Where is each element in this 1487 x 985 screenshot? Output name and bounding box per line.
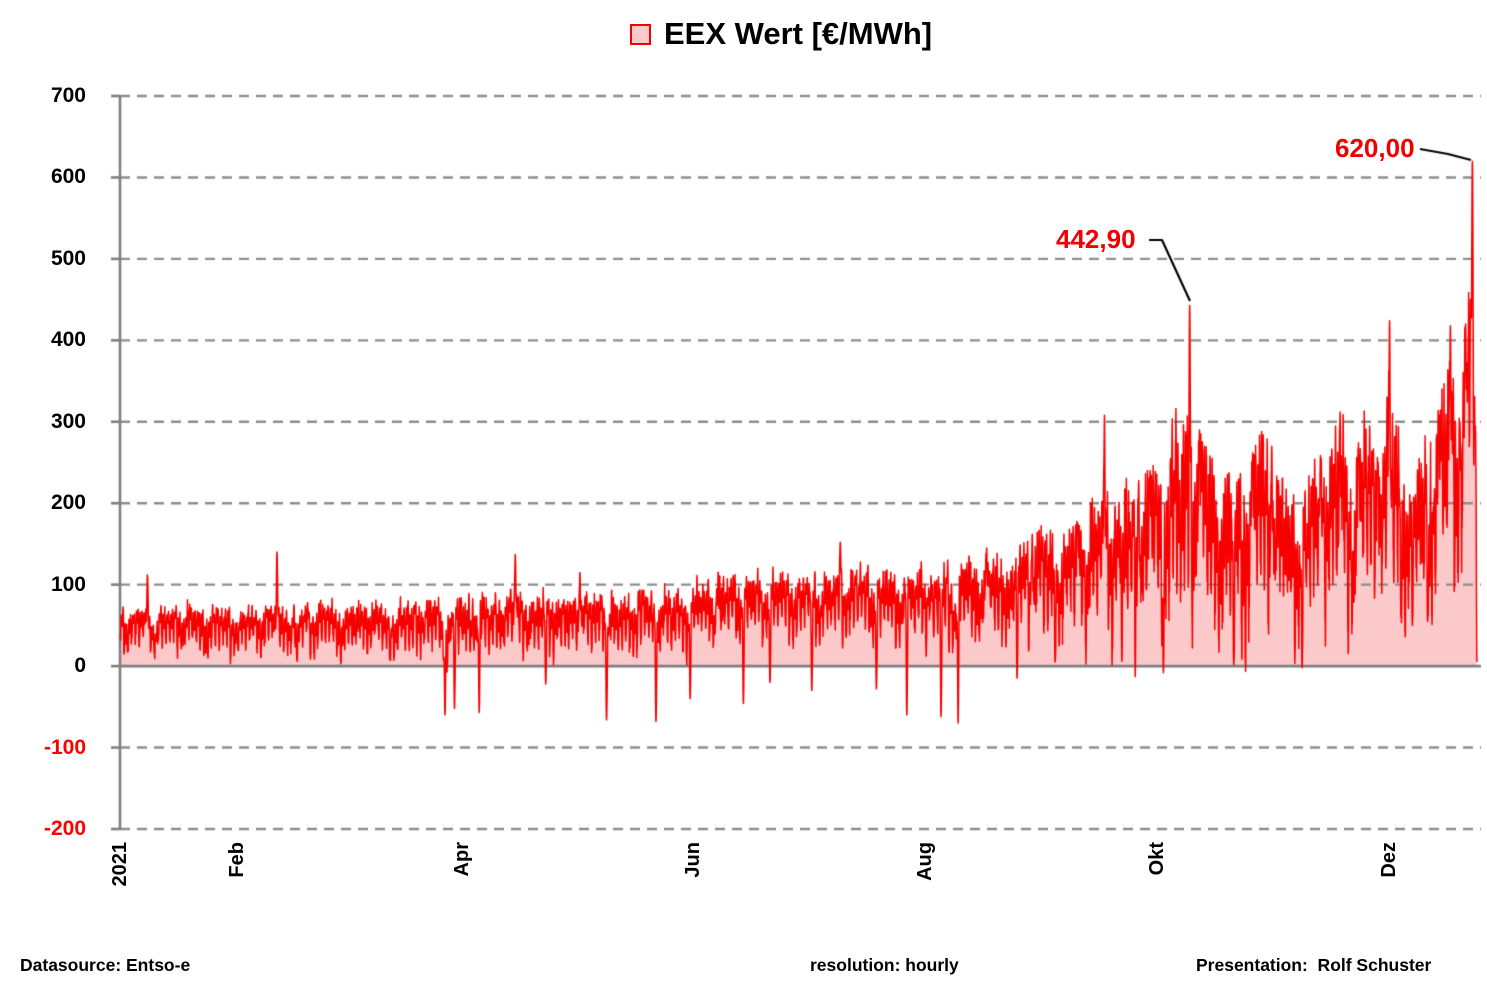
y-tick-label: 200 xyxy=(50,491,86,515)
peak-annotation: 620,00 xyxy=(1335,133,1415,163)
presentation-label: Presentation: Rolf Schuster xyxy=(1196,955,1432,975)
x-tick-label: Dez xyxy=(1360,842,1420,878)
resolution-label: resolution: hourly xyxy=(810,955,959,975)
y-tick-label: 500 xyxy=(50,246,86,270)
x-tick-text: Apr xyxy=(450,842,473,877)
y-tick-label: -200 xyxy=(43,817,86,840)
y-tick-label: 700 xyxy=(50,84,86,107)
chart-title: EEX Wert [€/MWh] xyxy=(664,16,933,51)
x-tick-text: 2021 xyxy=(108,842,131,887)
y-tick-label: 100 xyxy=(50,572,86,596)
x-tick-text: Okt xyxy=(1146,842,1169,876)
y-tick-label: 300 xyxy=(50,409,86,433)
x-tick-label: Apr xyxy=(432,842,492,876)
x-tick-text: Aug xyxy=(914,842,937,881)
x-tick-label: Aug xyxy=(896,842,956,881)
y-tick-label: -100 xyxy=(43,735,86,759)
datasource-label: Datasource: Entso-e xyxy=(20,955,191,975)
x-tick-text: Feb xyxy=(226,842,249,878)
x-tick-label: Jun xyxy=(664,842,724,878)
y-tick-label: 400 xyxy=(50,328,86,352)
y-tick-label: 0 xyxy=(74,654,86,678)
x-tick-label: Feb xyxy=(208,842,268,878)
chart-header: EEX Wert [€/MWh] xyxy=(630,16,932,52)
x-tick-text: Jun xyxy=(682,842,705,878)
x-tick-text: Dez xyxy=(1378,842,1401,878)
y-tick-label: 600 xyxy=(50,165,86,189)
x-tick-label: 2021 xyxy=(90,842,150,887)
legend-swatch-icon xyxy=(630,23,651,45)
x-tick-label: Okt xyxy=(1128,842,1188,875)
peak-annotation: 442,90 xyxy=(1056,224,1136,254)
